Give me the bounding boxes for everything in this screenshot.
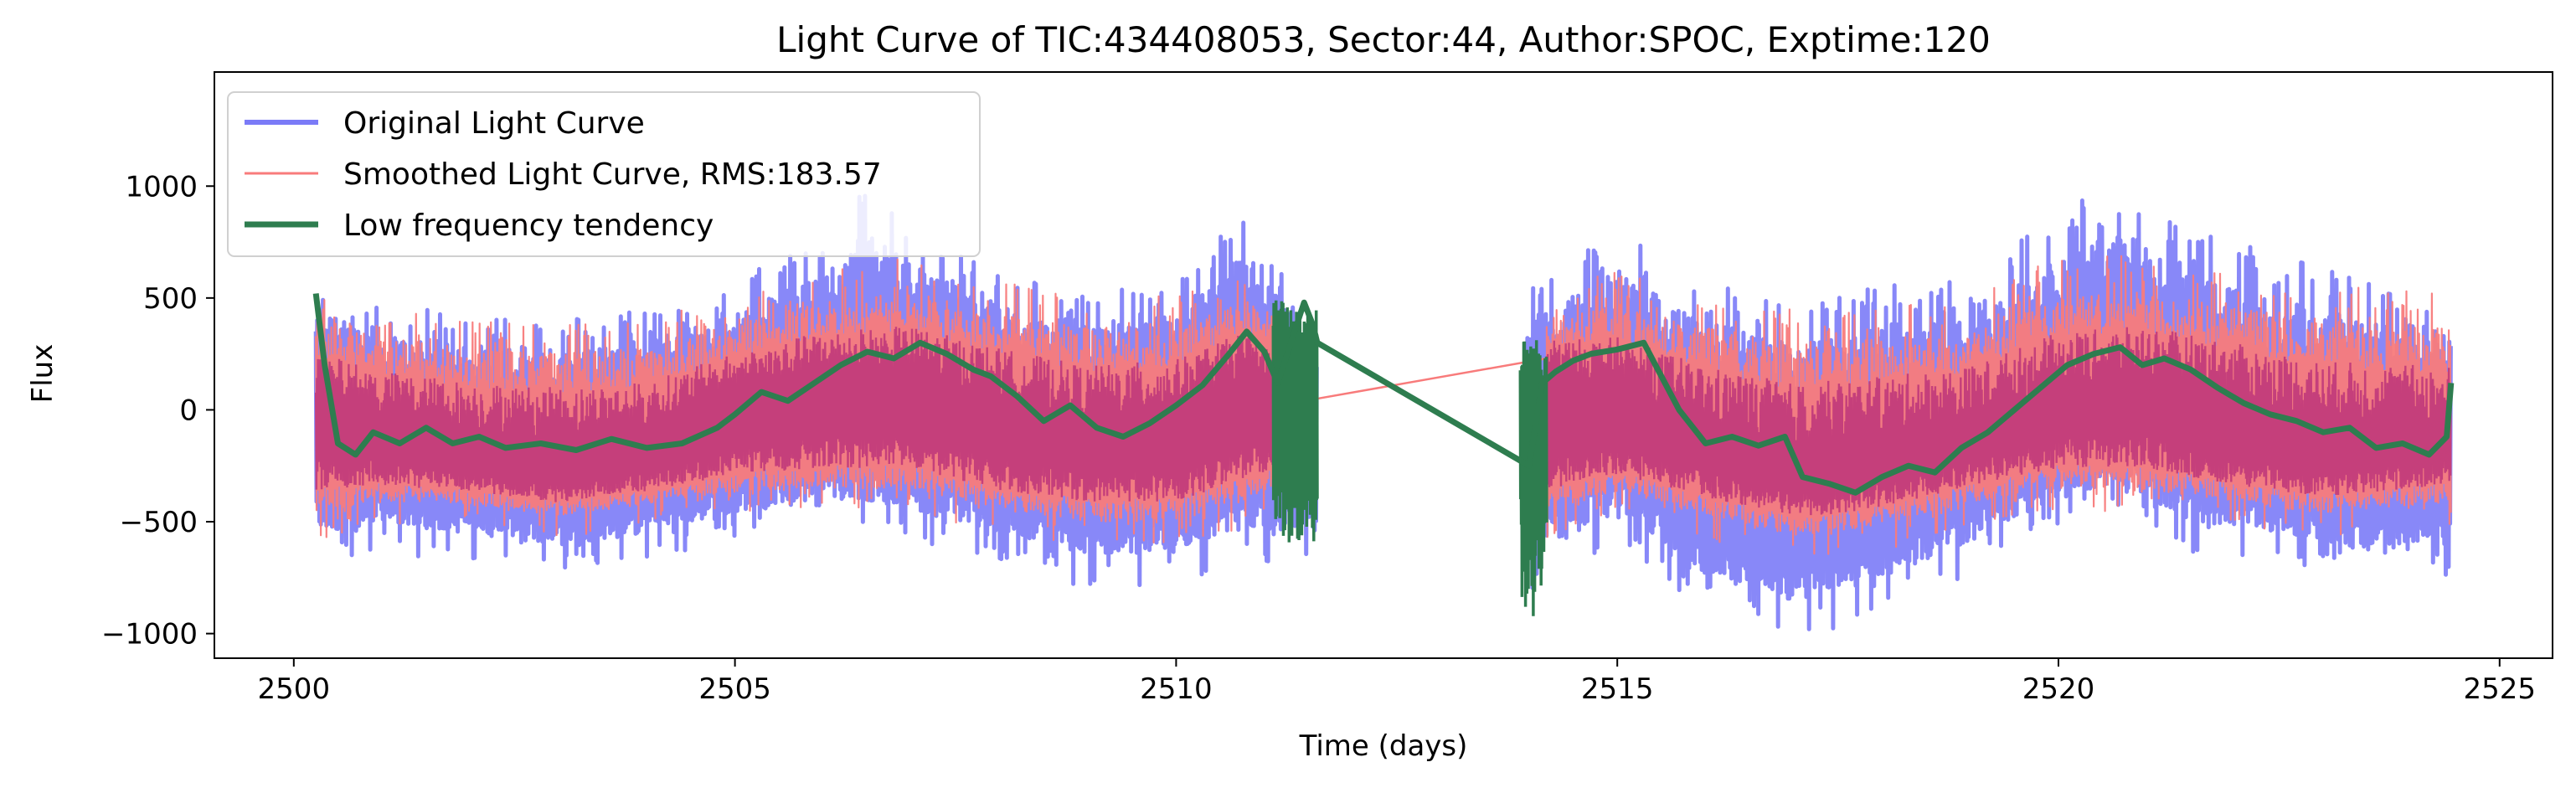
series-layer: [312, 193, 2455, 631]
series-trend: [312, 293, 2455, 616]
x-tick-label-2510: 2510: [1140, 672, 1213, 706]
overlap-band: [315, 327, 2452, 516]
y-axis-label: Flux: [26, 344, 59, 404]
y-tick-label--1000: −1000: [101, 618, 198, 652]
trend-noise-cluster-0: [1271, 300, 1319, 543]
smoothed-gap-bridge: [1316, 357, 1548, 400]
plot-area: [214, 71, 2553, 659]
y-tick-label--500: −500: [120, 506, 198, 539]
chart-title: Light Curve of TIC:434408053, Sector:44,…: [776, 19, 1991, 60]
x-axis-ticks: 2500 2505 2510 2515 2520 2525: [258, 658, 2536, 706]
legend-label-smoothed: Smoothed Light Curve, RMS:183.57: [343, 157, 882, 192]
y-tick-label-0: 0: [179, 394, 198, 427]
x-tick-label-2520: 2520: [2022, 672, 2095, 706]
x-tick-label-2515: 2515: [1581, 672, 1654, 706]
overlap-segment-1: [1545, 327, 2452, 516]
legend-label-trend: Low frequency tendency: [343, 209, 714, 243]
y-tick-label-1000: 1000: [125, 170, 198, 203]
y-axis-ticks: −1000 −500 0 500 1000: [101, 170, 214, 652]
x-tick-label-2525: 2525: [2464, 672, 2537, 706]
trend-line: [312, 293, 2455, 496]
x-axis-label: Time (days): [1299, 729, 1468, 763]
axes-frame: [214, 71, 2553, 659]
overlap-segment-0: [315, 327, 1318, 502]
x-tick-label-2505: 2505: [698, 672, 771, 706]
trend-noise-cluster-1: [1518, 340, 1548, 616]
x-tick-label-2500: 2500: [258, 672, 331, 706]
legend: Original Light Curve Smoothed Light Curv…: [227, 91, 981, 257]
legend-box: [227, 91, 981, 257]
y-tick-label-500: 500: [143, 282, 198, 316]
legend-label-original: Original Light Curve: [343, 106, 645, 141]
